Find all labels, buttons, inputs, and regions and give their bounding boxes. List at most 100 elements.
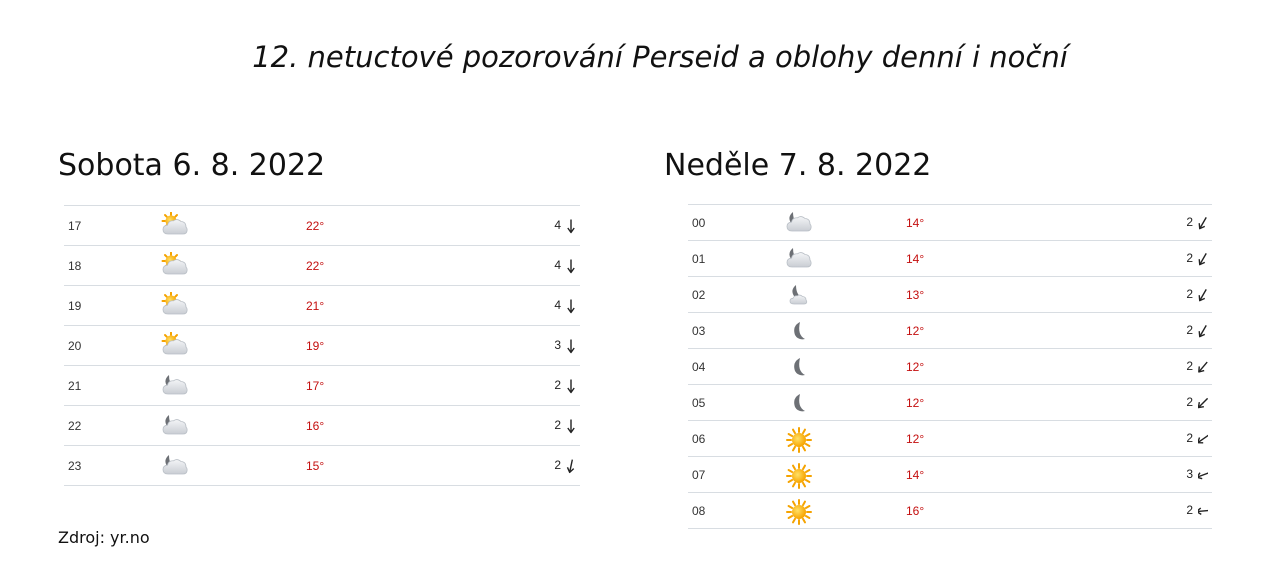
- arrow-down-left-icon: [1198, 359, 1208, 375]
- wind-speed: 2: [1186, 214, 1193, 229]
- weather-symbol-cell: [160, 285, 306, 326]
- partly-cloudy-day-icon: [160, 331, 190, 360]
- forecast-table-sunday: 00 14° 2 01 14° 2 02 13° 2 03 12° 2 04 12° 2 05 12° 2 06 12…: [688, 204, 1212, 529]
- arrow-down-icon: [566, 298, 576, 314]
- arrow-down-icon: [566, 378, 576, 394]
- weather-symbol-cell: [784, 204, 906, 241]
- weather-symbol-cell: [784, 312, 906, 349]
- wind-speed: 2: [1186, 286, 1193, 301]
- temperature-cell: 12°: [906, 420, 1033, 457]
- clear-sun-icon: [784, 497, 814, 525]
- wind-speed: 3: [554, 337, 561, 352]
- forecast-row: 01 14° 2: [688, 240, 1212, 277]
- forecast-row: 17 22° 4: [64, 205, 580, 246]
- wind-cell: 3: [1032, 456, 1212, 493]
- wind-cell: 2: [1032, 276, 1212, 313]
- forecast-table-saturday: 17 22° 4 18 22° 4 19 21° 4 20 19° 3 21 17° 2 22 16° 2 23 15…: [64, 205, 580, 486]
- wind-cell: 4: [419, 205, 580, 246]
- hour-cell: 08: [688, 492, 784, 529]
- hour-cell: 18: [64, 245, 160, 286]
- arrow-left-icon: [1198, 503, 1208, 519]
- wind-cell: 4: [419, 245, 580, 286]
- weather-symbol-cell: [160, 205, 306, 246]
- weather-symbol-cell: [784, 240, 906, 277]
- weather-symbol-cell: [160, 365, 306, 406]
- weather-symbol-cell: [784, 456, 906, 493]
- hour-cell: 19: [64, 285, 160, 326]
- hour-cell: 23: [64, 445, 160, 486]
- forecast-row: 04 12° 2: [688, 348, 1212, 385]
- wind-cell: 2: [1032, 492, 1212, 529]
- clear-night-icon: [784, 389, 814, 417]
- source-note: Zdroj: yr.no: [58, 528, 150, 547]
- hour-cell: 04: [688, 348, 784, 385]
- hour-cell: 01: [688, 240, 784, 277]
- day-heading-sunday: Neděle 7. 8. 2022: [664, 148, 932, 183]
- wind-speed: 2: [1186, 250, 1193, 265]
- weather-symbol-cell: [160, 405, 306, 446]
- forecast-row: 20 19° 3: [64, 325, 580, 366]
- partly-cloudy-night-icon: [160, 412, 190, 440]
- weather-symbol-cell: [784, 420, 906, 457]
- temperature-cell: 12°: [906, 348, 1033, 385]
- wind-cell: 2: [1032, 240, 1212, 277]
- wind-cell: 2: [1032, 204, 1212, 241]
- hour-cell: 21: [64, 365, 160, 406]
- temperature-cell: 12°: [906, 312, 1033, 349]
- wind-speed: 2: [1186, 358, 1193, 373]
- hour-cell: 22: [64, 405, 160, 446]
- temperature-cell: 15°: [306, 445, 420, 486]
- weather-symbol-cell: [160, 325, 306, 366]
- temperature-cell: 16°: [906, 492, 1033, 529]
- weather-symbol-cell: [784, 384, 906, 421]
- wind-cell: 2: [1032, 348, 1212, 385]
- wind-speed: 4: [554, 217, 561, 232]
- arrow-down-icon: [566, 258, 576, 274]
- partly-cloudy-night-icon: [160, 372, 190, 400]
- forecast-row: 00 14° 2: [688, 204, 1212, 241]
- temperature-cell: 14°: [906, 456, 1033, 493]
- partly-cloudy-night-icon: [784, 245, 814, 273]
- wind-cell: 2: [419, 365, 580, 406]
- arrow-down-left-icon: [1198, 431, 1208, 447]
- wind-speed: 2: [1186, 502, 1193, 517]
- day-heading-saturday: Sobota 6. 8. 2022: [58, 148, 326, 183]
- partly-cloudy-night-icon: [160, 452, 190, 480]
- partly-cloudy-day-icon: [160, 251, 190, 280]
- arrow-down-left-icon: [1198, 323, 1208, 339]
- wind-cell: 2: [1032, 420, 1212, 457]
- temperature-cell: 17°: [306, 365, 420, 406]
- temperature-cell: 14°: [906, 240, 1033, 277]
- hour-cell: 07: [688, 456, 784, 493]
- arrow-down-left-icon: [566, 458, 576, 474]
- weather-symbol-cell: [160, 245, 306, 286]
- arrow-down-left-icon: [1198, 287, 1208, 303]
- fair-night-icon: [784, 281, 814, 309]
- clear-sun-icon: [784, 461, 814, 489]
- arrow-down-left-icon: [1198, 215, 1208, 231]
- temperature-cell: 21°: [306, 285, 420, 326]
- forecast-row: 06 12° 2: [688, 420, 1212, 457]
- wind-speed: 2: [1186, 394, 1193, 409]
- wind-cell: 3: [419, 325, 580, 366]
- hour-cell: 05: [688, 384, 784, 421]
- wind-speed: 3: [1186, 466, 1193, 481]
- wind-cell: 2: [419, 405, 580, 446]
- hour-cell: 02: [688, 276, 784, 313]
- forecast-row: 19 21° 4: [64, 285, 580, 326]
- wind-cell: 2: [1032, 312, 1212, 349]
- forecast-row: 08 16° 2: [688, 492, 1212, 529]
- forecast-row: 02 13° 2: [688, 276, 1212, 313]
- hour-cell: 06: [688, 420, 784, 457]
- forecast-row: 07 14° 3: [688, 456, 1212, 493]
- forecast-row: 22 16° 2: [64, 405, 580, 446]
- arrow-down-left-icon: [1198, 251, 1208, 267]
- wind-speed: 2: [554, 457, 561, 472]
- clear-night-icon: [784, 317, 814, 345]
- forecast-row: 05 12° 2: [688, 384, 1212, 421]
- partly-cloudy-day-icon: [160, 291, 190, 320]
- temperature-cell: 22°: [306, 245, 420, 286]
- forecast-row: 21 17° 2: [64, 365, 580, 406]
- wind-speed: 4: [554, 297, 561, 312]
- temperature-cell: 16°: [306, 405, 420, 446]
